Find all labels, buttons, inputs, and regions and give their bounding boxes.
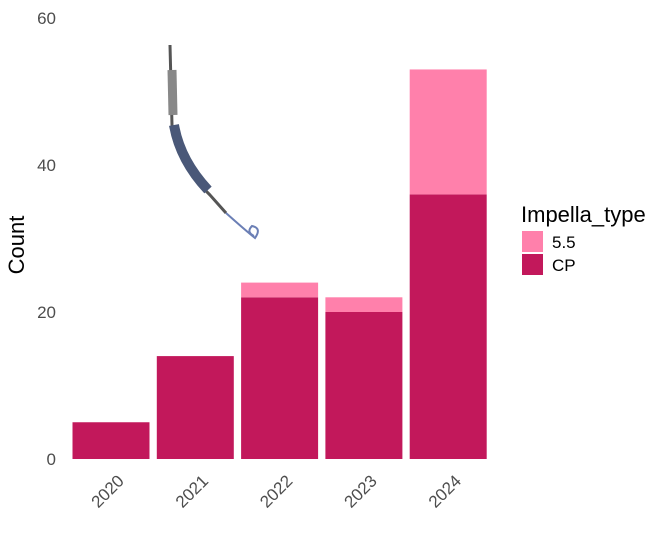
bar-cp-2024 bbox=[409, 194, 487, 459]
y-tick-label: 40 bbox=[37, 156, 56, 175]
bar-5.5-2023 bbox=[325, 297, 403, 312]
bar-cp-2022 bbox=[241, 297, 319, 459]
legend-label-5.5: 5.5 bbox=[552, 233, 576, 252]
bar-5.5-2022 bbox=[241, 282, 319, 298]
y-tick-label: 0 bbox=[47, 450, 56, 469]
legend-swatch-5.5 bbox=[522, 231, 543, 252]
legend-title: Impella_type bbox=[521, 202, 646, 227]
x-tick-label: 2024 bbox=[425, 471, 465, 511]
y-tick-label: 20 bbox=[37, 303, 56, 322]
bar-5.5-2024 bbox=[409, 69, 487, 195]
impella-device-image bbox=[167, 44, 259, 240]
legend-label-cp: CP bbox=[552, 256, 576, 275]
x-tick-label: 2022 bbox=[256, 471, 296, 511]
y-axis-label: Count bbox=[4, 216, 29, 275]
bar-cp-2020 bbox=[72, 422, 150, 459]
legend: Impella_type 5.5 CP bbox=[521, 202, 646, 275]
y-tick-label: 60 bbox=[37, 9, 56, 28]
bar-cp-2021 bbox=[156, 356, 234, 459]
bar-cp-2023 bbox=[325, 312, 403, 459]
x-tick-label: 2020 bbox=[88, 471, 128, 511]
x-tick-label: 2021 bbox=[172, 471, 212, 511]
x-tick-label: 2023 bbox=[341, 471, 381, 511]
legend-swatch-cp bbox=[522, 254, 543, 275]
